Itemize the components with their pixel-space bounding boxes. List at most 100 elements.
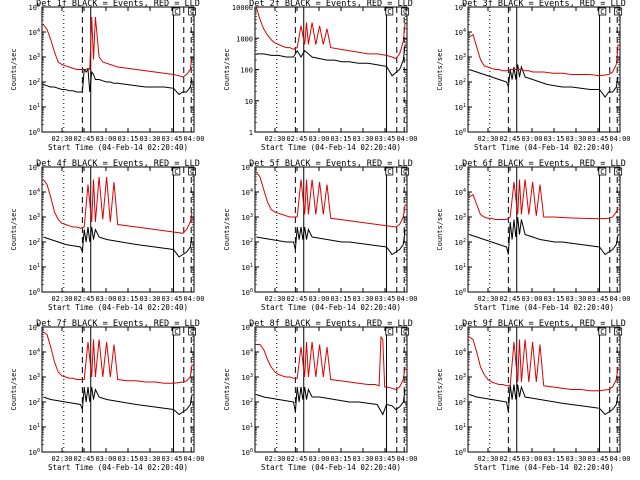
y-tick-label: 100	[29, 288, 40, 297]
x-tick-label: 03:15	[543, 295, 564, 303]
x-tick-label: 03:30	[139, 135, 160, 143]
x-axis-label: Start Time (04-Feb-14 02:20:40)	[48, 303, 188, 312]
panel-title: Det 5f BLACK = Events, RED = LLD	[249, 159, 413, 169]
x-tick-label: 03:15	[543, 135, 564, 143]
flag-box	[172, 327, 181, 336]
x-tick-label: 03:00	[95, 295, 116, 303]
y-tick-label: 103	[455, 213, 466, 222]
events-series-line	[256, 44, 406, 77]
y-tick-label: 103	[242, 373, 253, 382]
x-axis-label: Start Time (04-Feb-14 02:20:40)	[48, 463, 188, 472]
x-tick-label: 03:45	[587, 455, 608, 463]
x-tick-label: 03:15	[543, 455, 564, 463]
flag-label: C	[387, 8, 391, 16]
x-tick-label: 03:45	[161, 135, 182, 143]
x-tick-label: 03:00	[308, 135, 329, 143]
flag-label: C	[616, 8, 620, 16]
lld-series-line	[42, 176, 193, 234]
y-tick-label: 103	[455, 373, 466, 382]
flag-label: C	[190, 168, 194, 176]
x-tick-label: 03:00	[521, 455, 542, 463]
x-axis-label: Start Time (04-Feb-14 02:20:40)	[261, 463, 401, 472]
events-series-line	[256, 226, 406, 256]
x-tick-label: 03:15	[117, 135, 138, 143]
y-tick-label: 1000	[236, 35, 253, 43]
y-tick-label: 100	[242, 448, 253, 457]
plot-frame	[467, 6, 621, 133]
events-series-line	[256, 386, 406, 416]
plot-frame	[41, 326, 195, 453]
y-tick-label: 105	[455, 3, 466, 12]
y-tick-label: 101	[455, 423, 466, 432]
x-tick-label: 03:00	[308, 295, 329, 303]
x-tick-label: 02:30	[51, 135, 72, 143]
x-tick-label: 02:30	[51, 295, 72, 303]
flag-label: C	[174, 328, 178, 336]
y-tick-label: 103	[29, 53, 40, 62]
flag-label: C	[600, 328, 604, 336]
flag-label: C	[387, 168, 391, 176]
x-tick-label: 03:30	[352, 455, 373, 463]
y-tick-label: 100	[455, 288, 466, 297]
lld-series-line	[255, 171, 406, 228]
x-tick-label: 04:00	[183, 135, 204, 143]
x-tick-label: 03:45	[374, 295, 395, 303]
x-tick-label: 02:45	[286, 455, 307, 463]
x-axis-label: Start Time (04-Feb-14 02:20:40)	[48, 143, 188, 152]
x-tick-label: 04:00	[183, 455, 204, 463]
y-tick-label: 103	[455, 53, 466, 62]
y-tick-label: 103	[29, 213, 40, 222]
y-axis-label: Counts/sec	[436, 48, 444, 90]
lld-series-line	[469, 179, 619, 220]
flag-label: C	[387, 328, 391, 336]
x-tick-label: 02:30	[264, 135, 285, 143]
panel-title: Det 1f BLACK = Events, RED = LLD	[36, 0, 200, 9]
y-tick-label: 105	[29, 323, 40, 332]
y-tick-label: 100	[455, 448, 466, 457]
events-series-line	[469, 216, 619, 256]
y-tick-label: 102	[455, 78, 466, 87]
x-tick-label: 03:00	[521, 295, 542, 303]
y-tick-label: 10000	[232, 4, 253, 12]
x-tick-label: 03:15	[330, 295, 351, 303]
y-axis-label: Counts/sec	[10, 208, 18, 250]
x-tick-label: 02:45	[73, 135, 94, 143]
x-tick-label: 04:00	[609, 455, 630, 463]
y-tick-label: 100	[240, 67, 253, 75]
y-tick-label: 104	[455, 188, 466, 197]
y-tick-label: 101	[242, 263, 253, 272]
x-tick-label: 02:30	[264, 295, 285, 303]
lld-series-line	[469, 336, 619, 392]
flag-label: C	[600, 8, 604, 16]
y-tick-label: 10	[245, 98, 253, 106]
panel-title: Det 8f BLACK = Events, RED = LLD	[249, 319, 413, 329]
panel-title: Det 4f BLACK = Events, RED = LLD	[36, 159, 200, 169]
y-axis-label: Counts/sec	[223, 368, 231, 410]
x-tick-label: 03:30	[352, 135, 373, 143]
x-tick-label: 04:00	[396, 295, 417, 303]
x-axis-label: Start Time (04-Feb-14 02:20:40)	[474, 303, 614, 312]
x-tick-label: 04:00	[609, 295, 630, 303]
y-tick-label: 105	[242, 163, 253, 172]
y-tick-label: 101	[29, 423, 40, 432]
x-tick-label: 02:45	[286, 135, 307, 143]
x-tick-label: 03:45	[161, 295, 182, 303]
y-tick-label: 105	[242, 323, 253, 332]
x-tick-label: 03:00	[521, 135, 542, 143]
x-tick-label: 03:45	[374, 455, 395, 463]
x-tick-label: 03:45	[374, 135, 395, 143]
y-axis-label: Counts/sec	[223, 48, 231, 90]
events-series-line	[43, 68, 193, 96]
x-tick-label: 03:45	[161, 455, 182, 463]
x-tick-label: 02:45	[499, 455, 520, 463]
plot-frame	[254, 6, 408, 133]
flag-box	[385, 7, 394, 16]
y-tick-label: 104	[242, 348, 253, 357]
x-tick-label: 04:00	[396, 455, 417, 463]
lld-series-line	[43, 331, 193, 384]
x-axis-label: Start Time (04-Feb-14 02:20:40)	[474, 463, 614, 472]
